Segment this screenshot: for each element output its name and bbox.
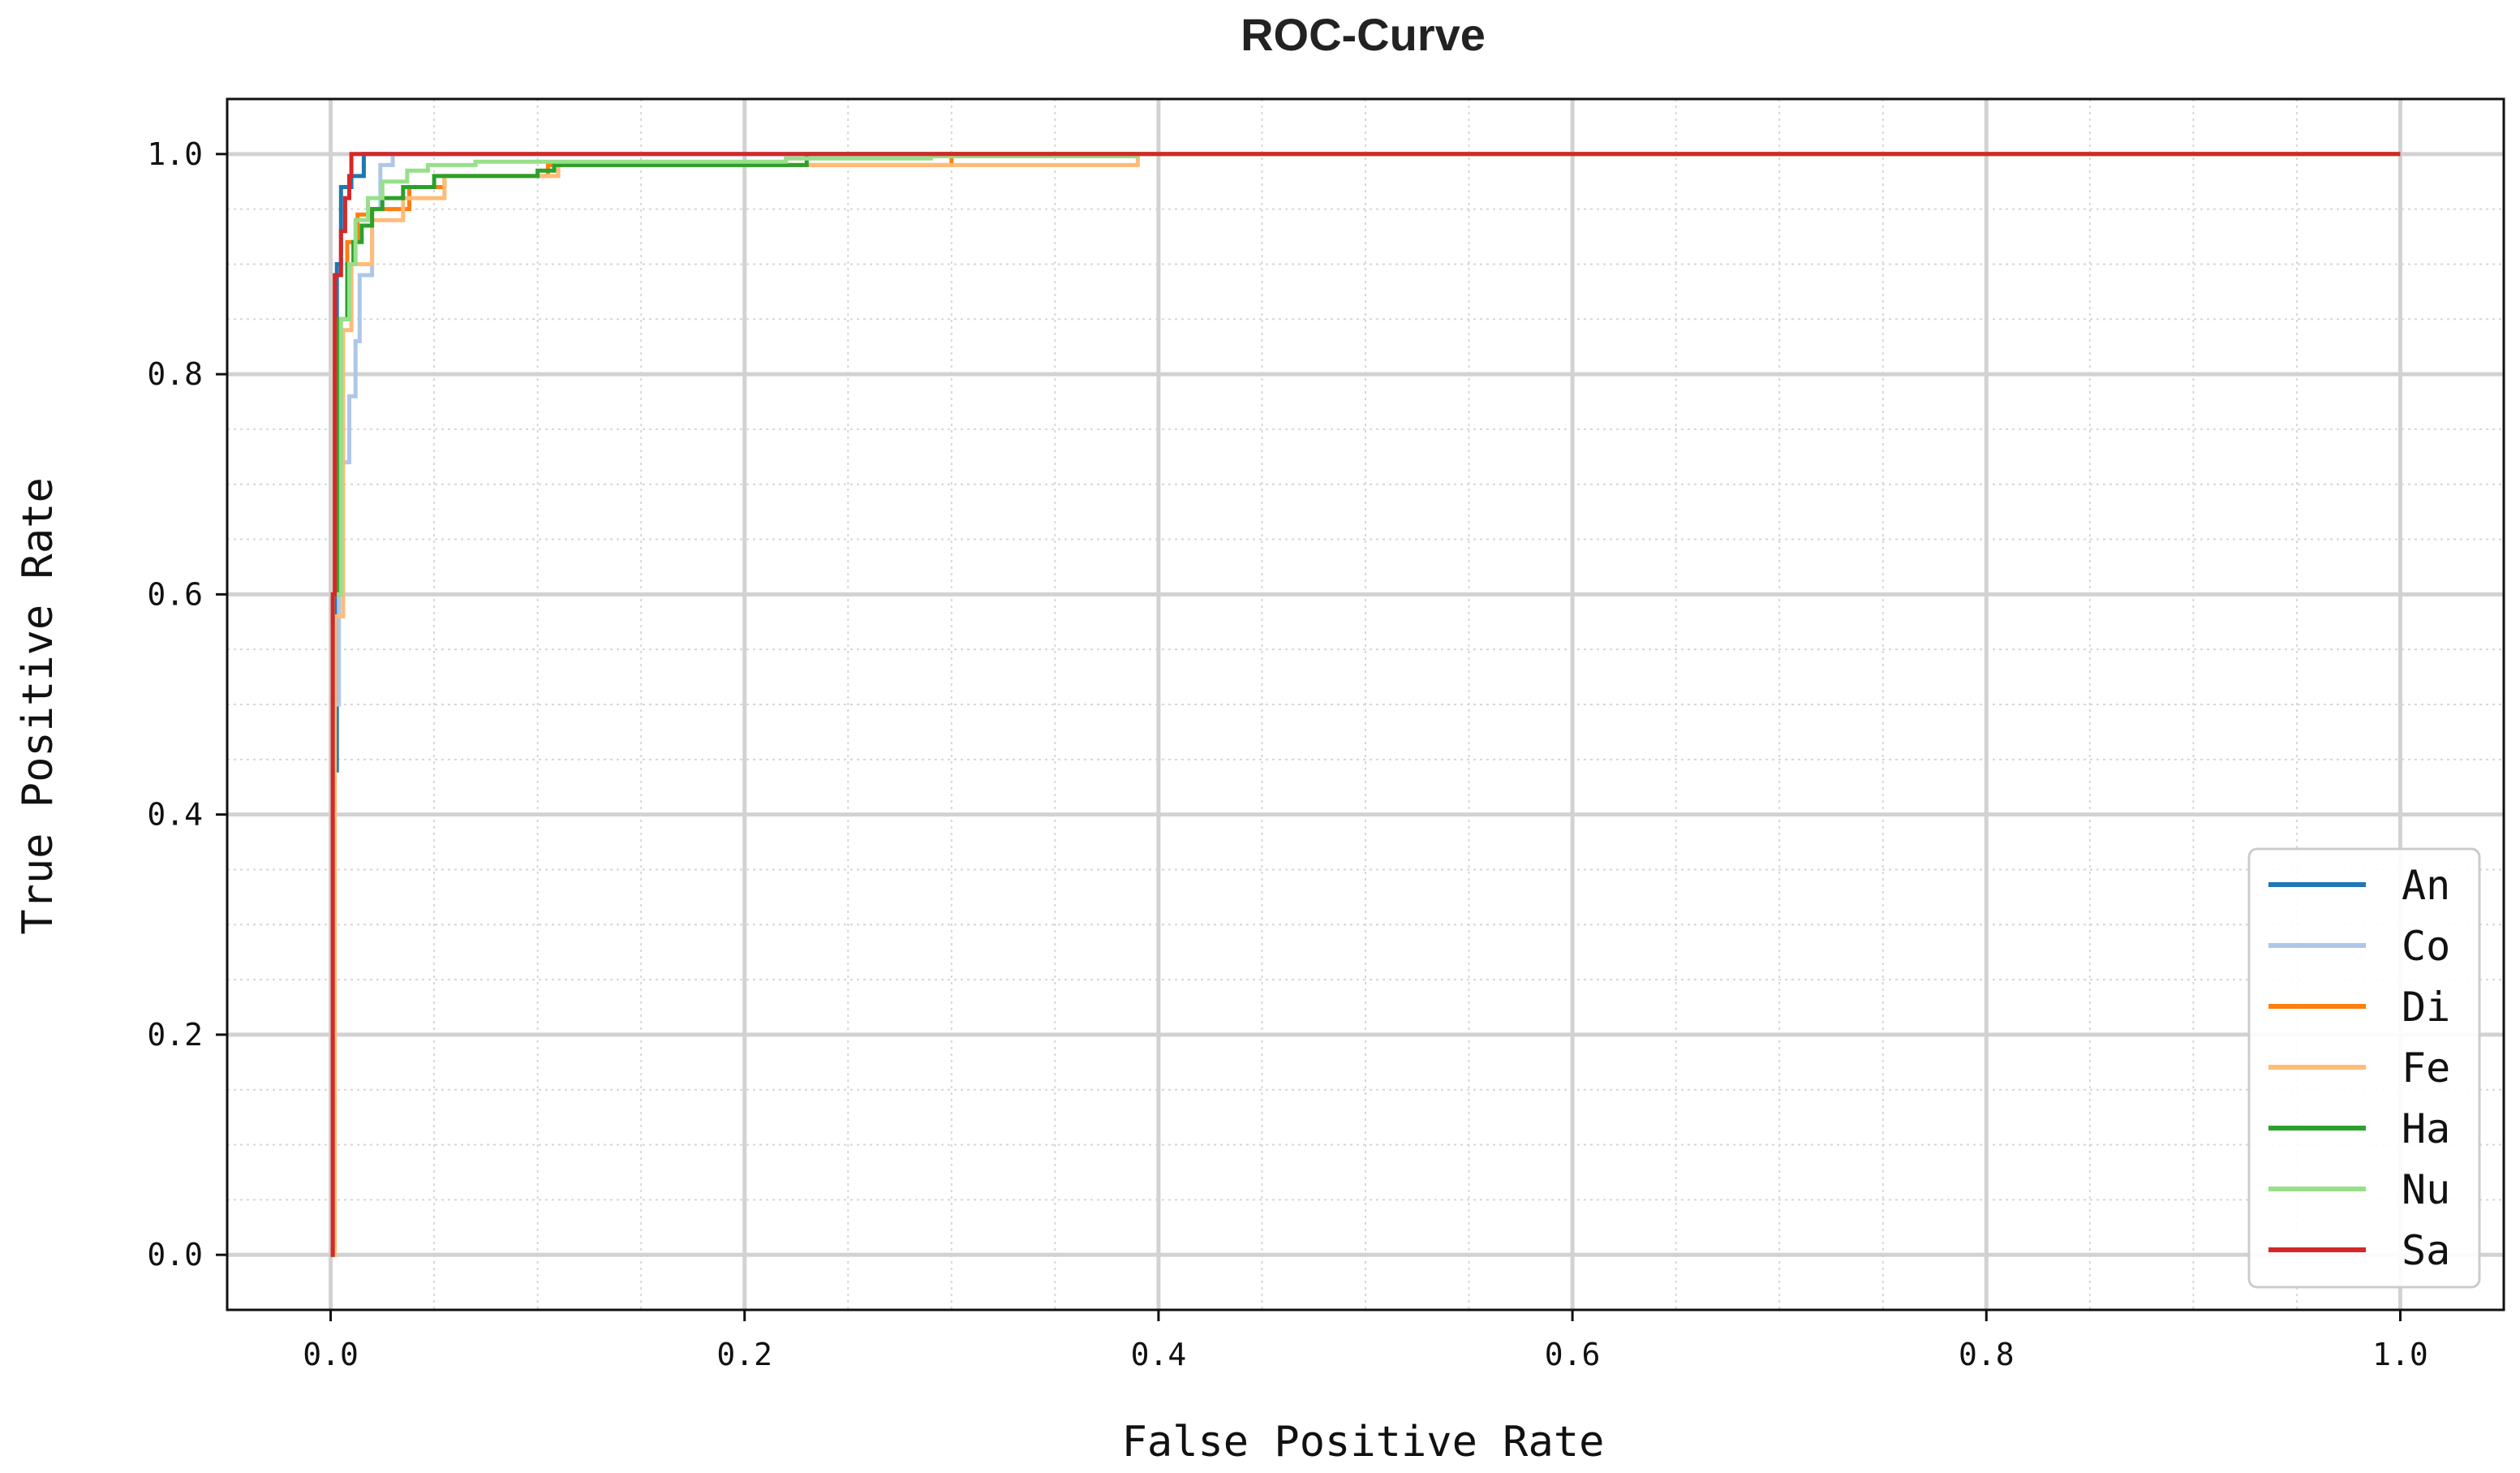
y-tick-label: 0.4 bbox=[147, 797, 203, 833]
y-axis-ticks: 0.0 0.2 0.4 0.6 0.8 1.0 bbox=[147, 136, 227, 1273]
legend-label-an: An bbox=[2402, 862, 2450, 909]
series-line-co bbox=[330, 152, 2401, 1257]
legend-label-ha: Ha bbox=[2402, 1105, 2450, 1152]
chart-title: ROC-Curve bbox=[1241, 9, 1486, 60]
legend-label-di: Di bbox=[2402, 984, 2450, 1031]
legend-label-co: Co bbox=[2402, 923, 2450, 970]
x-tick-label: 0.2 bbox=[716, 1337, 772, 1372]
series-line-sa bbox=[330, 152, 2401, 1257]
legend-label-fe: Fe bbox=[2402, 1044, 2450, 1092]
x-tick-label: 0.0 bbox=[303, 1337, 359, 1372]
x-axis-ticks: 0.0 0.2 0.4 0.6 0.8 1.0 bbox=[303, 1310, 2428, 1372]
y-tick-label: 1.0 bbox=[147, 136, 203, 172]
y-axis-label: True Positive Rate bbox=[14, 477, 62, 935]
x-tick-label: 0.6 bbox=[1545, 1337, 1601, 1372]
y-tick-label: 0.2 bbox=[147, 1017, 203, 1053]
y-tick-label: 0.0 bbox=[147, 1237, 203, 1273]
y-tick-label: 0.8 bbox=[147, 356, 203, 392]
x-axis-label: False Positive Rate bbox=[1122, 1418, 1605, 1467]
minor-grid bbox=[227, 99, 2504, 1310]
series-line-nu bbox=[330, 152, 2401, 1257]
legend: An Co Di Fe Ha Nu Sa bbox=[2247, 847, 2481, 1289]
x-tick-label: 1.0 bbox=[2372, 1337, 2428, 1372]
x-tick-label: 0.8 bbox=[1959, 1337, 2015, 1372]
series-lines bbox=[330, 152, 2401, 1257]
x-tick-label: 0.4 bbox=[1131, 1337, 1187, 1372]
legend-label-nu: Nu bbox=[2402, 1166, 2450, 1213]
y-tick-label: 0.6 bbox=[147, 576, 203, 612]
plot-frame bbox=[226, 97, 2505, 1311]
major-grid bbox=[227, 99, 2504, 1310]
legend-label-sa: Sa bbox=[2402, 1227, 2450, 1274]
